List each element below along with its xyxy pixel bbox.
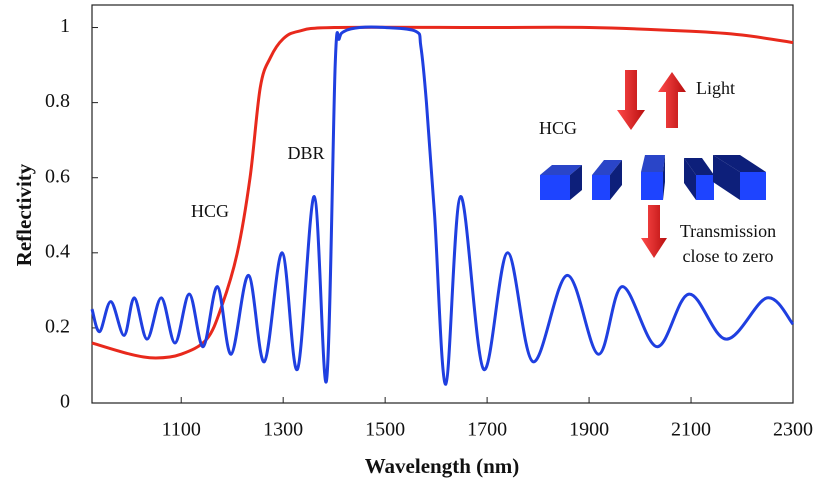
y-tick-label: 0.8 [45,90,70,112]
x-tick-label: 2300 [773,419,813,441]
x-tick-label: 1300 [263,419,303,441]
y-tick-label: 0.2 [45,315,70,337]
annotation: HCG [539,118,577,138]
x-tick-label: 1900 [569,419,609,441]
annotation: Light [696,78,735,98]
y-tick-label: 1 [60,15,70,37]
x-tick-label: 1500 [365,419,405,441]
y-tick-label: 0 [60,391,70,413]
annotation: HCG [191,201,229,221]
x-tick-label: 2100 [671,419,711,441]
grating-illustration [540,70,766,258]
x-tick-label: 1100 [162,419,201,441]
plot-frame [91,4,794,404]
y-axis-title: Reflectivity [12,163,36,266]
y-tick-label: 0.6 [45,165,70,187]
series-line [90,25,795,386]
series-line [91,25,794,360]
annotation: DBR [287,143,324,163]
x-tick-label: 1700 [467,419,507,441]
annotation: Transmission [680,221,776,241]
y-tick-label: 0.4 [45,240,70,262]
annotation: close to zero [683,246,774,266]
x-axis-title: Wavelength (nm) [365,454,520,478]
